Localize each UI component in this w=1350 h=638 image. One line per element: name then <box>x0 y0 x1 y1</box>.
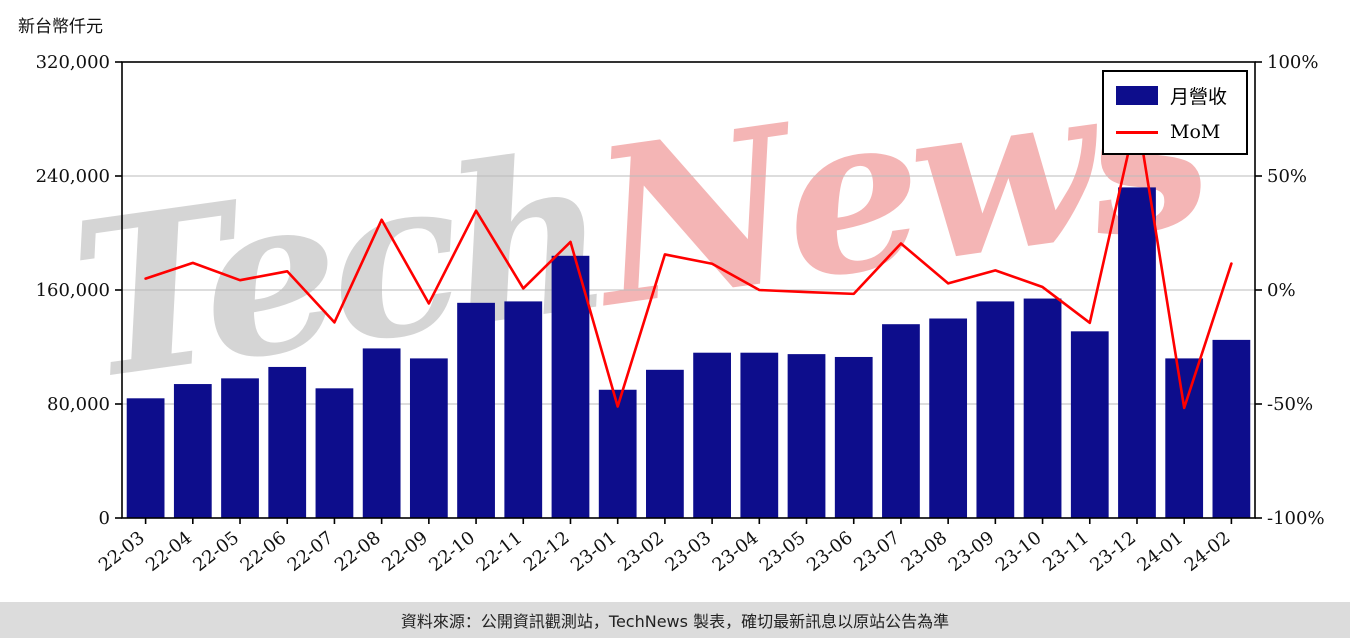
svg-text:22-04: 22-04 <box>142 527 196 575</box>
svg-text:50%: 50% <box>1267 166 1307 187</box>
svg-text:24-01: 24-01 <box>1133 527 1187 575</box>
svg-text:22-10: 22-10 <box>425 527 479 575</box>
right-tick-labels: -100% -50% 0% 50% 100% <box>1255 52 1325 529</box>
svg-text:22-12: 22-12 <box>520 527 574 575</box>
svg-text:22-05: 22-05 <box>189 527 243 575</box>
legend: 月營收 MoM <box>1102 70 1248 155</box>
x-tick-labels: 22-0322-0422-0522-0622-0722-0822-0922-10… <box>95 518 1235 576</box>
svg-text:22-08: 22-08 <box>331 527 385 575</box>
svg-text:24-02: 24-02 <box>1181 527 1235 575</box>
svg-text:22-11: 22-11 <box>473 527 527 575</box>
svg-text:240,000: 240,000 <box>36 166 110 187</box>
svg-text:23-05: 23-05 <box>756 527 810 575</box>
svg-text:0: 0 <box>99 508 110 529</box>
source-caption: 資料來源：公開資訊觀測站，TechNews 製表，確切最新訊息以原站公告為準 <box>0 602 1350 638</box>
svg-text:23-02: 23-02 <box>614 527 668 575</box>
line-swatch <box>1116 130 1158 134</box>
svg-text:-50%: -50% <box>1267 394 1313 415</box>
svg-text:22-06: 22-06 <box>236 527 290 575</box>
left-tick-labels: 0 80,000 160,000 240,000 320,000 <box>36 52 122 529</box>
legend-bar-label: 月營收 <box>1170 86 1228 108</box>
svg-text:320,000: 320,000 <box>36 52 110 73</box>
svg-text:-100%: -100% <box>1267 508 1325 529</box>
svg-text:23-12: 23-12 <box>1086 527 1140 575</box>
bar-swatch <box>1116 86 1158 105</box>
svg-text:22-07: 22-07 <box>284 527 338 575</box>
mom-line <box>144 112 1233 410</box>
svg-text:23-09: 23-09 <box>945 527 999 575</box>
svg-text:100%: 100% <box>1267 52 1318 73</box>
svg-text:0%: 0% <box>1267 280 1296 301</box>
revenue-mom-chart: 0 80,000 160,000 240,000 320,000 -100% -50% 0% 5… <box>36 52 1325 576</box>
bars-group <box>126 187 1251 519</box>
svg-text:23-08: 23-08 <box>897 527 951 575</box>
legend-item-revenue: 月營收 <box>1116 82 1234 109</box>
svg-text:22-03: 22-03 <box>95 527 149 575</box>
gridlines <box>122 175 1255 405</box>
svg-text:23-04: 23-04 <box>709 527 763 575</box>
legend-item-mom: MoM <box>1116 121 1234 143</box>
svg-text:23-03: 23-03 <box>661 527 715 575</box>
svg-text:80,000: 80,000 <box>47 394 110 415</box>
y-axis-title: 新台幣仟元 <box>18 17 103 37</box>
svg-text:23-01: 23-01 <box>567 527 621 575</box>
svg-text:160,000: 160,000 <box>36 280 110 301</box>
svg-text:23-07: 23-07 <box>850 527 904 575</box>
legend-line-label: MoM <box>1170 121 1221 143</box>
svg-text:22-09: 22-09 <box>378 527 432 575</box>
svg-text:23-11: 23-11 <box>1039 527 1093 575</box>
svg-text:23-10: 23-10 <box>992 527 1046 575</box>
svg-text:23-06: 23-06 <box>803 527 857 575</box>
